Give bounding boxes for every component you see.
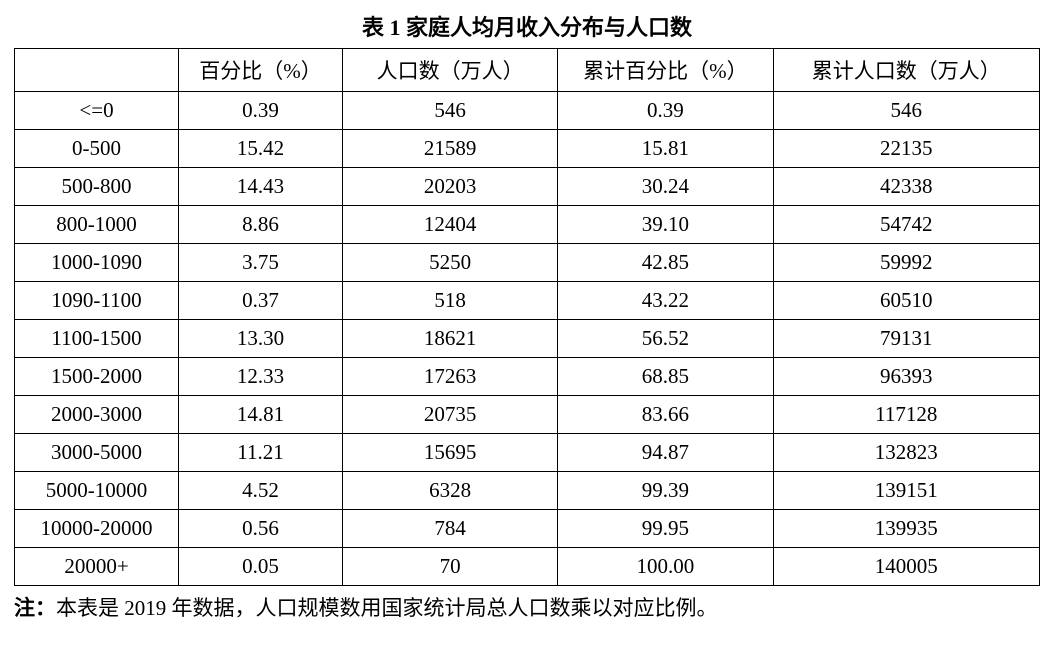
table-cell: 139151 [773, 472, 1040, 510]
table-cell: 100.00 [558, 548, 773, 586]
table-cell: 784 [343, 510, 558, 548]
table-cell: 1000-1090 [15, 244, 179, 282]
table-row: 500-80014.432020330.2442338 [15, 168, 1040, 206]
table-cell: 56.52 [558, 320, 773, 358]
footnote-label: 注： [14, 596, 56, 620]
table-cell: <=0 [15, 92, 179, 130]
table-cell: 43.22 [558, 282, 773, 320]
table-cell: 11.21 [179, 434, 343, 472]
table-cell: 15695 [343, 434, 558, 472]
table-cell: 3.75 [179, 244, 343, 282]
table-cell: 68.85 [558, 358, 773, 396]
footnote-text: 本表是 2019 年数据，人口规模数用国家统计局总人口数乘以对应比例。 [56, 596, 718, 620]
table-cell: 15.81 [558, 130, 773, 168]
table-cell: 60510 [773, 282, 1040, 320]
table-cell: 5250 [343, 244, 558, 282]
table-cell: 0.37 [179, 282, 343, 320]
table-cell: 59992 [773, 244, 1040, 282]
table-row: 20000+0.0570100.00140005 [15, 548, 1040, 586]
table-cell: 96393 [773, 358, 1040, 396]
table-cell: 79131 [773, 320, 1040, 358]
table-cell: 15.42 [179, 130, 343, 168]
table-cell: 20203 [343, 168, 558, 206]
table-row: 1100-150013.301862156.5279131 [15, 320, 1040, 358]
table-cell: 1500-2000 [15, 358, 179, 396]
table-cell: 6328 [343, 472, 558, 510]
table-cell: 21589 [343, 130, 558, 168]
table-cell: 1090-1100 [15, 282, 179, 320]
table-cell: 5000-10000 [15, 472, 179, 510]
table-row: 10000-200000.5678499.95139935 [15, 510, 1040, 548]
table-cell: 99.95 [558, 510, 773, 548]
table-cell: 0.39 [558, 92, 773, 130]
col-header-percent: 百分比（%） [179, 49, 343, 92]
table-cell: 117128 [773, 396, 1040, 434]
table-cell: 8.86 [179, 206, 343, 244]
table-cell: 132823 [773, 434, 1040, 472]
income-distribution-table: 百分比（%） 人口数（万人） 累计百分比（%） 累计人口数（万人） <=00.3… [14, 48, 1040, 586]
table-cell: 800-1000 [15, 206, 179, 244]
table-cell: 20000+ [15, 548, 179, 586]
col-header-population: 人口数（万人） [343, 49, 558, 92]
table-cell: 12.33 [179, 358, 343, 396]
table-cell: 2000-3000 [15, 396, 179, 434]
table-cell: 0.39 [179, 92, 343, 130]
table-cell: 20735 [343, 396, 558, 434]
table-cell: 500-800 [15, 168, 179, 206]
table-body: <=00.395460.395460-50015.422158915.81221… [15, 92, 1040, 586]
table-cell: 13.30 [179, 320, 343, 358]
table-cell: 54742 [773, 206, 1040, 244]
table-cell: 99.39 [558, 472, 773, 510]
table-row: 3000-500011.211569594.87132823 [15, 434, 1040, 472]
table-cell: 140005 [773, 548, 1040, 586]
table-cell: 83.66 [558, 396, 773, 434]
table-cell: 14.81 [179, 396, 343, 434]
table-row: 2000-300014.812073583.66117128 [15, 396, 1040, 434]
table-cell: 546 [343, 92, 558, 130]
table-cell: 139935 [773, 510, 1040, 548]
table-cell: 30.24 [558, 168, 773, 206]
col-header-cum-percent: 累计百分比（%） [558, 49, 773, 92]
table-cell: 10000-20000 [15, 510, 179, 548]
table-cell: 0.56 [179, 510, 343, 548]
table-cell: 0.05 [179, 548, 343, 586]
table-cell: 42338 [773, 168, 1040, 206]
table-cell: 12404 [343, 206, 558, 244]
table-cell: 39.10 [558, 206, 773, 244]
table-cell: 22135 [773, 130, 1040, 168]
table-cell: 1100-1500 [15, 320, 179, 358]
table-row: 5000-100004.52632899.39139151 [15, 472, 1040, 510]
table-cell: 18621 [343, 320, 558, 358]
table-cell: 94.87 [558, 434, 773, 472]
table-cell: 14.43 [179, 168, 343, 206]
table-row: 800-10008.861240439.1054742 [15, 206, 1040, 244]
col-header-cum-population: 累计人口数（万人） [773, 49, 1040, 92]
table-header-row: 百分比（%） 人口数（万人） 累计百分比（%） 累计人口数（万人） [15, 49, 1040, 92]
table-row: 1000-10903.75525042.8559992 [15, 244, 1040, 282]
col-header-range [15, 49, 179, 92]
table-cell: 17263 [343, 358, 558, 396]
table-row: 1090-11000.3751843.2260510 [15, 282, 1040, 320]
table-cell: 42.85 [558, 244, 773, 282]
table-cell: 70 [343, 548, 558, 586]
table-cell: 3000-5000 [15, 434, 179, 472]
table-row: <=00.395460.39546 [15, 92, 1040, 130]
table-cell: 546 [773, 92, 1040, 130]
table-footnote: 注：本表是 2019 年数据，人口规模数用国家统计局总人口数乘以对应比例。 [14, 592, 1040, 622]
table-row: 1500-200012.331726368.8596393 [15, 358, 1040, 396]
table-cell: 4.52 [179, 472, 343, 510]
table-cell: 0-500 [15, 130, 179, 168]
table-cell: 518 [343, 282, 558, 320]
table-title: 表 1 家庭人均月收入分布与人口数 [14, 10, 1040, 42]
table-row: 0-50015.422158915.8122135 [15, 130, 1040, 168]
